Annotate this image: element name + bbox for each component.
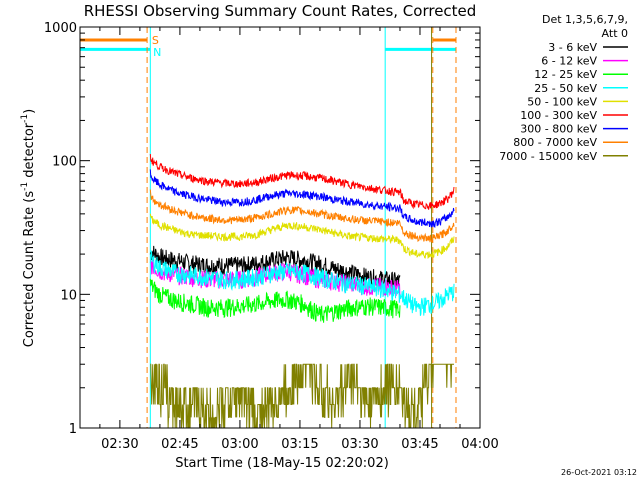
x-tick-label: 03:45 — [401, 437, 438, 452]
series-line-100-300-kev — [149, 153, 455, 210]
legend-entry-label: 12 - 25 keV — [534, 68, 597, 81]
footer-date: 26-Oct-2021 03:12 — [561, 468, 637, 477]
y-axis-label-part: detector — [22, 122, 37, 182]
y-axis-label-part: Corrected Count Rate (s — [22, 191, 37, 348]
legend-entry-label: 6 - 12 keV — [541, 55, 597, 68]
series-line-300-800-kev — [149, 169, 455, 229]
legend-entry-label: 3 - 6 keV — [548, 41, 597, 54]
y-axis-label: Corrected Count Rate (s-1 detector-1) — [20, 109, 37, 347]
series-line-50-100-kev — [149, 213, 455, 260]
legend-entry-label: 100 - 300 keV — [520, 109, 597, 122]
x-tick-label: 03:15 — [281, 437, 318, 452]
x-tick-label: 03:30 — [341, 437, 378, 452]
marker-label-s: S — [152, 34, 159, 47]
marker-label-n: N — [153, 46, 161, 59]
legend-header-line: Det 1,3,5,6,7,9, — [542, 13, 628, 26]
y-axis-label-part: ) — [22, 109, 37, 114]
legend-entry-label: 50 - 100 keV — [527, 95, 597, 108]
legend-entry-label: 25 - 50 keV — [534, 82, 597, 95]
y-axis-label-exponent: -1 — [20, 182, 30, 191]
y-tick-label: 1 — [69, 422, 77, 437]
x-tick-label: 02:45 — [161, 437, 198, 452]
series-line-12-25-kev — [149, 278, 401, 323]
legend-header-line: Att 0 — [602, 27, 628, 40]
legend-entry-label: 7000 - 15000 keV — [499, 150, 597, 163]
legend-entry-label: 800 - 7000 keV — [513, 136, 597, 149]
x-tick-label: 04:00 — [461, 437, 498, 452]
series-line-25-50-kev — [149, 250, 455, 316]
x-tick-label: 02:30 — [101, 437, 138, 452]
series-line-800-7000-kev — [149, 189, 455, 243]
series-line-7000-15000-kev — [150, 363, 454, 429]
y-axis-label-exponent: -1 — [20, 114, 30, 123]
legend-entry-label: 300 - 800 keV — [520, 123, 597, 136]
y-tick-label: 1000 — [44, 21, 77, 36]
y-tick-label: 100 — [52, 155, 77, 170]
y-tick-label: 10 — [60, 288, 77, 303]
chart-title: RHESSI Observing Summary Count Rates, Co… — [84, 2, 477, 20]
x-axis-label: Start Time (18-May-15 02:20:02) — [175, 456, 389, 471]
x-tick-label: 03:00 — [221, 437, 258, 452]
